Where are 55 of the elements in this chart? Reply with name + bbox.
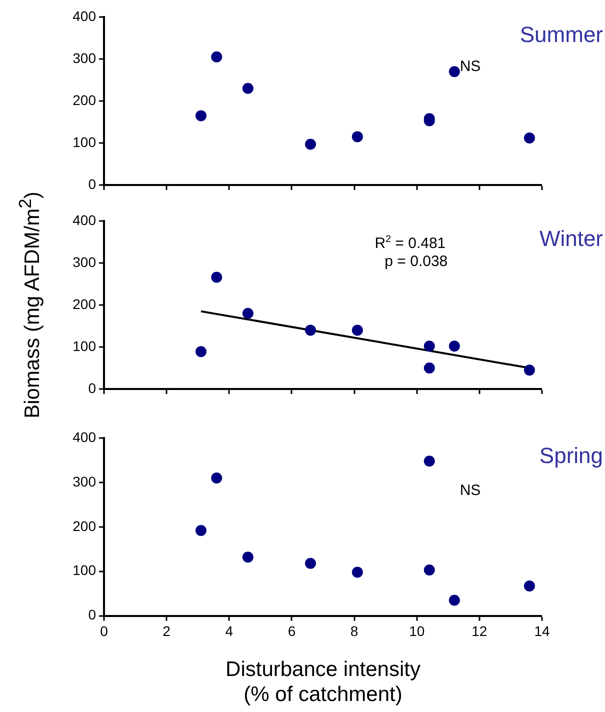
- point: [352, 324, 363, 336]
- point: [195, 346, 206, 358]
- y-tick-label: 0: [88, 176, 96, 192]
- point: [304, 138, 316, 150]
- point: [242, 308, 254, 319]
- point: [211, 272, 222, 283]
- point: [524, 364, 535, 376]
- point: [524, 132, 535, 144]
- point: [211, 51, 222, 62]
- point: [242, 82, 254, 94]
- x-tick-label: 10: [409, 623, 425, 640]
- y-tick-label: 200: [72, 92, 96, 108]
- y-tick-label: 300: [72, 473, 96, 490]
- point: [195, 524, 206, 536]
- point: [352, 131, 363, 142]
- point: [524, 580, 535, 592]
- point: [424, 340, 435, 352]
- x-axis-title: Disturbance intensity (% of catchment): [226, 658, 421, 706]
- point: [304, 558, 316, 569]
- point: [448, 594, 460, 606]
- point: [448, 66, 460, 78]
- x-tick-label: 4: [225, 623, 234, 640]
- annotation: NS: [460, 58, 481, 75]
- chart-title: Summer: [520, 22, 603, 47]
- point: [448, 340, 460, 352]
- y-tick-label: 100: [72, 338, 96, 354]
- y-tick-label: 0: [88, 380, 96, 396]
- point: [304, 324, 316, 336]
- y-tick-label: 0: [88, 606, 96, 623]
- point: [424, 456, 435, 467]
- y-tick-label: 200: [72, 518, 96, 534]
- x-tick-label: 2: [162, 623, 171, 640]
- y-tick-label: 400: [72, 212, 96, 228]
- point: [195, 110, 206, 122]
- y-tick-label: 400: [72, 8, 96, 24]
- chart-title: Spring: [539, 443, 603, 468]
- annotation: p = 0.038: [384, 253, 448, 270]
- y-tick-label: 200: [72, 296, 96, 312]
- x-tick-label: 14: [534, 623, 550, 640]
- x-tick-label: 8: [350, 623, 358, 640]
- point: [211, 472, 222, 484]
- point: [352, 566, 363, 578]
- x-tick-label: 0: [100, 623, 108, 640]
- point: [242, 552, 254, 563]
- y-tick-label: 300: [72, 50, 96, 66]
- y-tick-label: 400: [72, 428, 96, 445]
- point: [424, 362, 435, 374]
- chart-title: Winter: [539, 226, 603, 251]
- y-tick-label: 100: [72, 562, 96, 578]
- y-tick-label: 100: [72, 134, 96, 150]
- x-tick-label: 12: [472, 623, 488, 640]
- x-tick-label: 6: [288, 623, 296, 640]
- y-tick-label: 300: [72, 254, 96, 270]
- point: [424, 564, 435, 576]
- annotation: NS: [460, 482, 481, 499]
